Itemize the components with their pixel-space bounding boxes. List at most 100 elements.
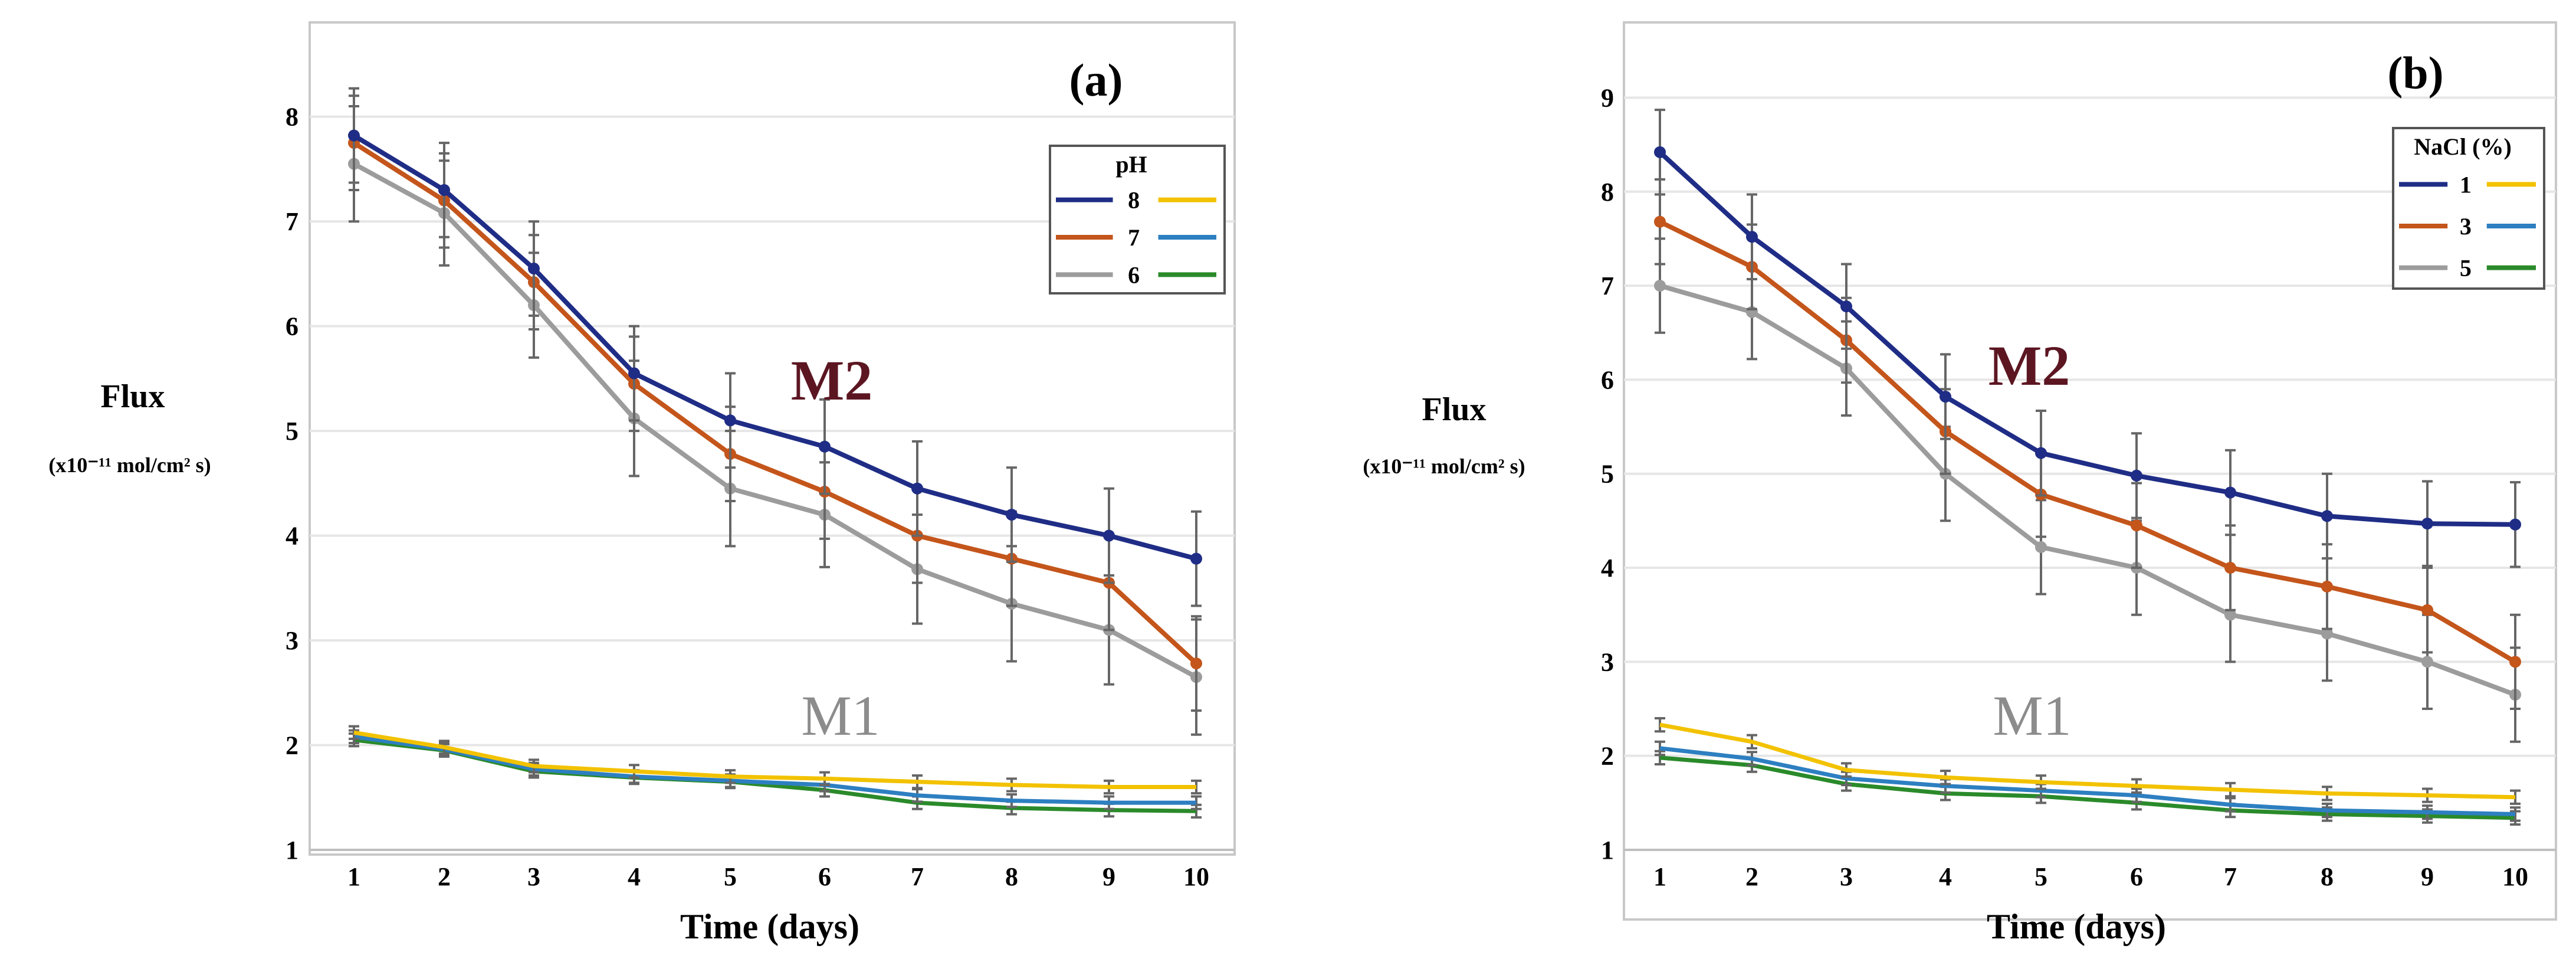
panel-b-legend-entry: 3 [2460, 213, 2472, 240]
panel-a-x-tick-label: 10 [1183, 862, 1209, 891]
panel-a-m2-series-8 [348, 87, 1202, 607]
panel-b-x-tick-label: 9 [2421, 862, 2434, 891]
panel-a-y-axis-title: Flux [101, 378, 165, 415]
panel-a-panel-label: (a) [1069, 54, 1123, 106]
panel-a-m2-point [1006, 509, 1018, 521]
panel-b-x-tick-label: 4 [1939, 862, 1952, 891]
panel-b-m1-label: M1 [1993, 684, 2071, 747]
panel-b-y-tick-label: 4 [1601, 554, 1614, 583]
panel-b-y-tick-label: 7 [1601, 271, 1614, 300]
panel-b-x-axis-title: Time (days) [1987, 907, 2166, 946]
panel-a-m1-label: M1 [801, 684, 880, 747]
panel-a-y-tick-label: 4 [286, 522, 298, 551]
panel-b-y-tick-label: 8 [1601, 178, 1614, 207]
panel-a-x-tick-label: 1 [347, 862, 360, 891]
panel-a-y-tick-label: 5 [286, 417, 298, 446]
panel-b-m2-point [1654, 146, 1666, 158]
panel-b-m2-point [2131, 519, 2142, 532]
panel-b-legend: NaCl (%) 1 3 5 [2392, 127, 2545, 290]
panel-a-m2-point [724, 414, 736, 427]
panel-a-x-tick-label: 4 [628, 862, 641, 891]
panel-b-m1-line-5 [1659, 755, 2516, 820]
panel-b-m2-point [2509, 518, 2521, 531]
panel-b-m2-line-1 [1658, 150, 2516, 527]
panel-b-chart: 1 2 3 4 5 6 7 8 9 1 2 3 4 5 6 7 8 9 10 Time (days) Flux (x10⁻… [1363, 21, 2557, 946]
panel-a-x-tick-label: 6 [818, 862, 831, 891]
panel-a-y-tick-label: 1 [286, 836, 298, 865]
panel-b-y-tick-label: 3 [1601, 647, 1614, 676]
panel-b-y-axis-title: Flux [1422, 391, 1486, 428]
panel-b-m2-point [2131, 469, 2142, 482]
panel-b-m2-point [2321, 580, 2333, 593]
panel-a-y-tick-label: 7 [286, 207, 298, 236]
panel-a-chart: 1 2 3 4 5 6 7 8 1 2 3 4 5 6 7 8 9 10 Time (days) Flux (x10⁻¹… [48, 21, 1236, 946]
panel-b-m2-point [2421, 518, 2433, 530]
panel-a-legend-entry: 7 [1128, 224, 1140, 251]
panel-a-legend-entry: 8 [1128, 187, 1140, 214]
panel-a-y-tick-label: 3 [286, 626, 298, 655]
panel-b-m2-point [2509, 656, 2521, 668]
panel-a-x-axis-title: Time (days) [680, 907, 859, 946]
panel-a-legend-title: pH [1115, 151, 1147, 178]
panel-a-m2-point [348, 129, 360, 142]
panel-b-x-tick-label: 2 [1745, 862, 1758, 891]
panel-b-x-tick-label: 8 [2321, 862, 2334, 891]
panel-b-m1-line-1 [1659, 722, 2516, 800]
panel-a-x-tick-label: 7 [911, 862, 924, 891]
panel-a-m2-point [1190, 552, 1202, 565]
panel-b-y-tick-label: 6 [1601, 365, 1614, 394]
panel-b-m2-series-3 [1654, 178, 2521, 711]
panel-b-legend-entry: 5 [2460, 255, 2472, 282]
panel-a-m1-line-8 [353, 730, 1196, 789]
panel-b-m2-point [2421, 604, 2433, 616]
panel-b-m2-point [2321, 627, 2333, 640]
panel-b-y-tick-label: 2 [1601, 742, 1614, 771]
panel-a-y-tick-label: 6 [286, 312, 298, 341]
panel-b-m2-series-1 [1654, 109, 2521, 568]
panel-a-y-tick-label: 2 [286, 731, 298, 760]
panel-b-x-tick-label: 6 [2130, 862, 2143, 891]
panel-b-m2-point [1654, 215, 1666, 228]
panel-a-legend-entry: 6 [1128, 261, 1140, 288]
panel-a-m2-point [528, 263, 540, 275]
panel-b-m2-point [2321, 510, 2333, 522]
panel-b-y-tick-label: 1 [1601, 836, 1614, 865]
panel-b-x-tick-label: 1 [1653, 862, 1666, 891]
panel-b-legend-entry: 1 [2460, 171, 2472, 198]
panel-b-y-tick-label: 5 [1601, 460, 1614, 489]
panel-b-legend-box [2392, 127, 2545, 290]
panel-a-m2-line-8 [352, 133, 1197, 561]
panel-b-m2-point [1654, 280, 1666, 292]
panel-a-m2-point [1103, 529, 1115, 542]
panel-b-m2-label: M2 [1988, 334, 2070, 397]
panel-a-y-axis-unit: (x10⁻¹¹ mol/cm² s) [48, 453, 211, 477]
panel-b-m2-point [2224, 486, 2236, 499]
panel-a-m1-series-8 [349, 725, 1202, 795]
panel-b-m2-line-3 [1659, 220, 2517, 664]
panel-a-x-tick-label: 2 [438, 862, 451, 891]
panel-a-m2-line-6 [353, 162, 1197, 679]
panel-a-y-tick-label: 8 [286, 103, 298, 132]
panel-b-m1-line-3 [1659, 746, 2516, 816]
panel-a-m2-point [438, 184, 450, 196]
panel-b-m2-point [2035, 541, 2047, 553]
panel-a-x-tick-label: 9 [1102, 862, 1115, 891]
panel-a-x-tick-label: 8 [1005, 862, 1018, 891]
panel-b-m1-series-1 [1655, 716, 2521, 805]
panel-b-y-tick-label: 9 [1601, 83, 1614, 112]
panel-b-m2-line-5 [1659, 283, 2516, 697]
panel-a-legend: pH 8 7 6 [1049, 145, 1226, 295]
panel-b-panel-label: (b) [2387, 47, 2443, 99]
panel-a-m2-point [1190, 657, 1202, 670]
panel-a-m2-point [819, 440, 831, 453]
panel-a-x-tick-label: 5 [724, 862, 737, 891]
panel-a-legend-box [1049, 145, 1226, 295]
panel-b-y-axis-unit: (x10⁻¹¹ mol/cm² s) [1363, 454, 1525, 478]
panel-b-x-tick-label: 3 [1840, 862, 1853, 891]
panel-b-m2-point [2421, 656, 2433, 668]
panel-a-m2-line-7 [352, 140, 1198, 666]
panel-b-m2-point [2035, 447, 2047, 459]
panel-b-x-tick-label: 7 [2224, 862, 2237, 891]
panel-b-m2-point [2224, 562, 2236, 574]
